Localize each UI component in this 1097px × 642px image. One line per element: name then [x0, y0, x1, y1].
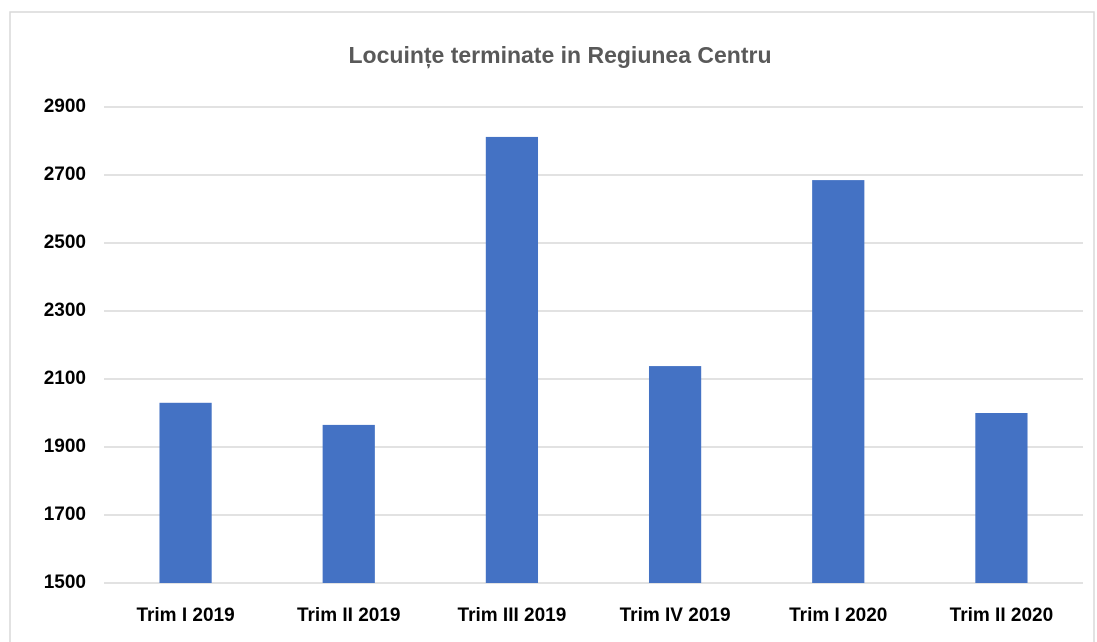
y-tick-label: 1900: [44, 436, 86, 457]
x-tick-label: Trim II 2020: [950, 605, 1054, 626]
bar: [485, 136, 539, 584]
x-tick-label: Trim III 2019: [458, 605, 567, 626]
y-tick-label: 1700: [44, 504, 86, 525]
x-tick-label: Trim I 2019: [136, 605, 234, 626]
x-tick-label: Trim I 2020: [789, 605, 887, 626]
y-tick-label: 2900: [44, 96, 86, 117]
x-tick-label: Trim IV 2019: [620, 605, 731, 626]
y-tick-label: 2300: [44, 300, 86, 321]
y-tick-label: 2100: [44, 368, 86, 389]
x-tick-label: Trim II 2019: [297, 605, 401, 626]
bar: [322, 424, 375, 583]
y-tick-label: 1500: [44, 572, 86, 593]
bar: [648, 366, 702, 583]
chart-title: Locuințe terminate in Regiunea Centru: [349, 42, 772, 69]
y-tick-label: 2500: [44, 232, 86, 253]
y-tick-label: 2700: [44, 164, 86, 185]
bar: [159, 402, 212, 583]
bar: [975, 413, 1028, 583]
bar: [812, 180, 865, 583]
